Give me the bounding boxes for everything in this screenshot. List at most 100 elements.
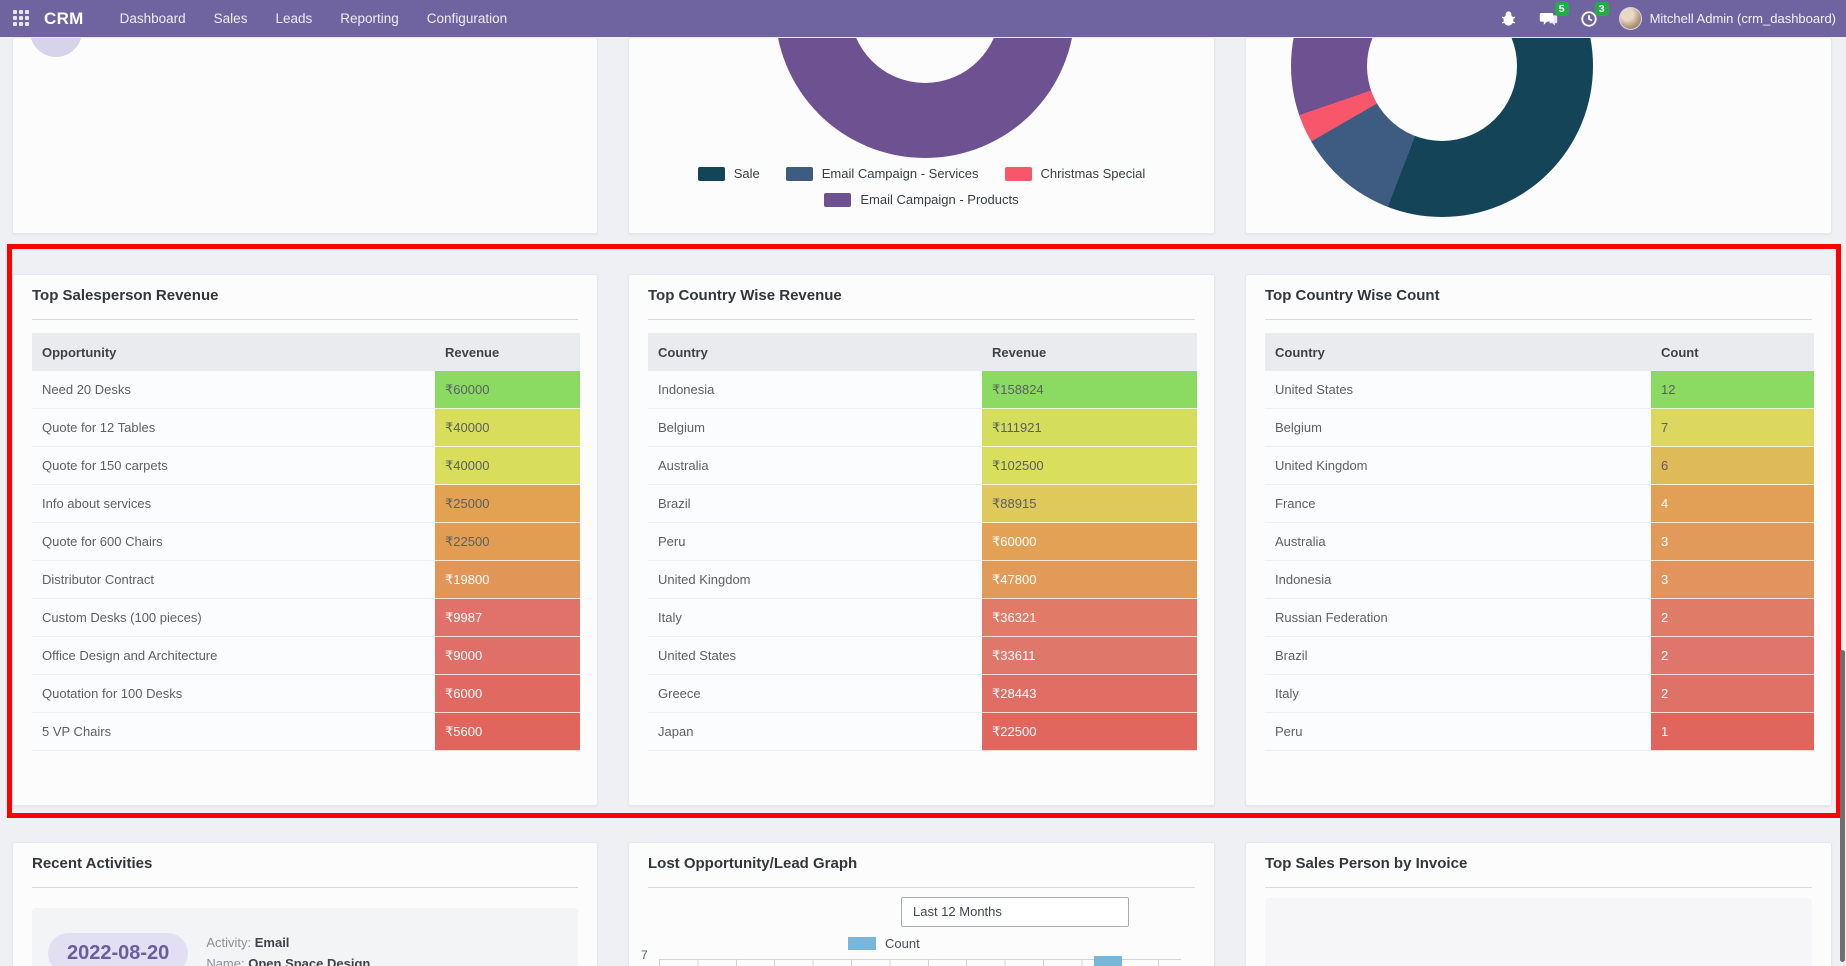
activities-clock-icon[interactable]: 3	[1578, 1, 1609, 30]
table-row[interactable]: Australia ₹102500	[648, 447, 1197, 485]
nav-item-configuration[interactable]: Configuration	[426, 11, 508, 26]
table-row[interactable]: Distributor Contract ₹19800	[32, 561, 580, 599]
row-label: Quote for 12 Tables	[32, 409, 435, 447]
legend-swatch	[848, 937, 876, 950]
row-label: Indonesia	[648, 371, 982, 409]
bar-count[interactable]	[1094, 956, 1122, 966]
table-row[interactable]: Greece ₹28443	[648, 675, 1197, 713]
legend-item[interactable]: Sale	[697, 166, 760, 181]
country-count-table: Country Count United States 12 Belgium 7 Uni…	[1265, 333, 1814, 751]
table-row[interactable]: Brazil ₹88915	[648, 485, 1197, 523]
row-label: Greece	[648, 675, 982, 713]
messages-icon[interactable]: 5	[1538, 1, 1569, 30]
row-value-badge: 2	[1651, 599, 1814, 637]
column-header-value[interactable]: Revenue	[435, 333, 580, 371]
table-row[interactable]: Belgium 7	[1265, 409, 1814, 447]
table-row[interactable]: Quote for 600 Chairs ₹22500	[32, 523, 580, 561]
table-row[interactable]: Peru 1	[1265, 713, 1814, 751]
table-row[interactable]: Quotation for 100 Desks ₹6000	[32, 675, 580, 713]
bar-legend-count: Count	[848, 936, 920, 951]
row-value-badge: ₹6000	[435, 675, 580, 713]
legend-item[interactable]: Email Campaign - Services	[785, 166, 979, 181]
table-row[interactable]: Australia 3	[1265, 523, 1814, 561]
row-value-badge: 2	[1651, 637, 1814, 675]
row-value-badge: 2	[1651, 675, 1814, 713]
app-brand[interactable]: CRM	[44, 8, 84, 28]
row-label: Australia	[1265, 523, 1651, 561]
row-label: Quote for 600 Chairs	[32, 523, 435, 561]
column-header-value[interactable]: Count	[1651, 333, 1814, 371]
panel-top-country-count: Top Country Wise Count Country Count Uni…	[1245, 274, 1832, 806]
panel-title: Top Country Wise Revenue	[648, 287, 1195, 320]
nav-item-leads[interactable]: Leads	[275, 11, 313, 26]
panel-title: Lost Opportunity/Lead Graph	[648, 855, 1195, 888]
column-header-label[interactable]: Country	[648, 333, 982, 371]
panel-top-salesperson-invoice: Top Sales Person by Invoice	[1245, 842, 1832, 966]
table-row[interactable]: Italy 2	[1265, 675, 1814, 713]
table-row[interactable]: 5 VP Chairs ₹5600	[32, 713, 580, 751]
table-row[interactable]: Russian Federation 2	[1265, 599, 1814, 637]
period-filter-select[interactable]: Last 12 Months	[901, 897, 1129, 927]
table-row[interactable]: Italy ₹36321	[648, 599, 1197, 637]
legend-item[interactable]: Christmas Special	[1004, 166, 1145, 181]
row-value-badge: ₹40000	[435, 409, 580, 447]
user-menu[interactable]: Mitchell Admin (crm_dashboard)	[1649, 11, 1836, 26]
legend-swatch	[697, 166, 725, 181]
row-label: Distributor Contract	[32, 561, 435, 599]
table-row[interactable]: United States ₹33611	[648, 637, 1197, 675]
activity-list-item[interactable]: 2022-08-20 Activity: Email Name: Open Sp…	[32, 908, 578, 966]
debug-bug-icon[interactable]	[1498, 8, 1520, 30]
table-row[interactable]: Quote for 150 carpets ₹40000	[32, 447, 580, 485]
table-row[interactable]: Japan ₹22500	[648, 713, 1197, 751]
nav-item-sales[interactable]: Sales	[213, 11, 248, 26]
table-row[interactable]: France 4	[1265, 485, 1814, 523]
row-label: Info about services	[32, 485, 435, 523]
legend-item[interactable]: Email Campaign - Products	[824, 192, 1019, 207]
activities-badge: 3	[1594, 1, 1609, 16]
row-label: Russian Federation	[1265, 599, 1651, 637]
table-row[interactable]: Office Design and Architecture ₹9000	[32, 637, 580, 675]
table-row[interactable]: Need 20 Desks ₹60000	[32, 371, 580, 409]
row-value-badge: ₹9987	[435, 599, 580, 637]
donut-chart-sources[interactable]	[775, 38, 1075, 158]
table-row[interactable]: Indonesia ₹158824	[648, 371, 1197, 409]
row-value-badge: ₹102500	[982, 447, 1197, 485]
table-row[interactable]: United Kingdom ₹47800	[648, 561, 1197, 599]
row-label: Peru	[648, 523, 982, 561]
row-value-badge: ₹40000	[435, 447, 580, 485]
row-label: Japan	[648, 713, 982, 751]
table-row[interactable]: Custom Desks (100 pieces) ₹9987	[32, 599, 580, 637]
panel-title: Recent Activities	[32, 855, 578, 888]
table-row[interactable]: Quote for 12 Tables ₹40000	[32, 409, 580, 447]
table-row[interactable]: Info about services ₹25000	[32, 485, 580, 523]
legend-label: Sale	[733, 166, 760, 181]
donut-chart-campaigns[interactable]	[1291, 38, 1593, 217]
row-label: Peru	[1265, 713, 1651, 751]
row-value-badge: ₹47800	[982, 561, 1197, 599]
table-row[interactable]: United States 12	[1265, 371, 1814, 409]
row-label: 5 VP Chairs	[32, 713, 435, 751]
table-row[interactable]: Indonesia 3	[1265, 561, 1814, 599]
panel-lead-source-donut: Sale Email Campaign - Services Christmas S…	[628, 37, 1215, 234]
table-row[interactable]: United Kingdom 6	[1265, 447, 1814, 485]
row-label: Belgium	[1265, 409, 1651, 447]
user-avatar[interactable]	[1618, 7, 1642, 30]
column-header-label[interactable]: Country	[1265, 333, 1651, 371]
apps-grid-icon[interactable]	[13, 10, 30, 27]
row-label: Brazil	[648, 485, 982, 523]
table-row[interactable]: Belgium ₹111921	[648, 409, 1197, 447]
panel-title: Top Sales Person by Invoice	[1265, 855, 1812, 888]
nav-item-dashboard[interactable]: Dashboard	[119, 11, 186, 26]
vertical-scrollbar-thumb[interactable]	[1840, 650, 1845, 962]
column-header-value[interactable]: Revenue	[982, 333, 1197, 371]
x-axis-ticks	[659, 959, 1181, 966]
row-value-badge: ₹22500	[982, 713, 1197, 751]
donut-legend-row1: Sale Email Campaign - Services Christmas S…	[629, 166, 1214, 181]
legend-swatch	[785, 166, 813, 181]
table-row[interactable]: Brazil 2	[1265, 637, 1814, 675]
column-header-label[interactable]: Opportunity	[32, 333, 435, 371]
nav-item-reporting[interactable]: Reporting	[340, 11, 399, 26]
table-row[interactable]: Peru ₹60000	[648, 523, 1197, 561]
row-value-badge: ₹111921	[982, 409, 1197, 447]
row-label: Italy	[1265, 675, 1651, 713]
